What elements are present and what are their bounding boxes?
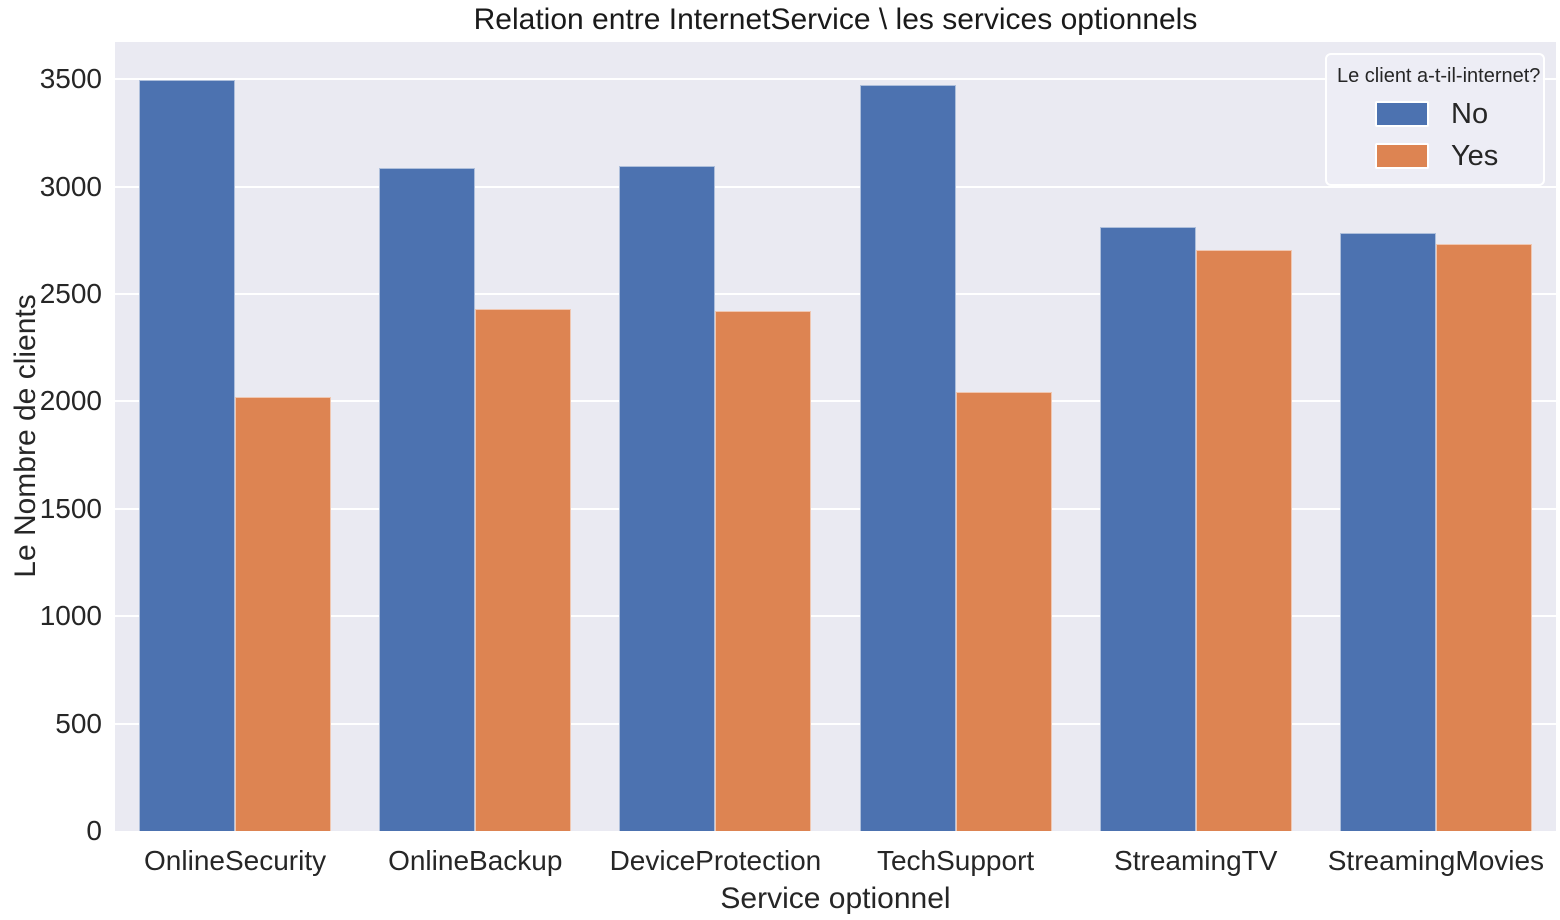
x-tick-OnlineSecurity: OnlineSecurity <box>144 845 327 876</box>
chart-title: Relation entre InternetService \ les ser… <box>473 3 1198 36</box>
bar-yes-TechSupport <box>955 391 1052 831</box>
bar-no-DeviceProtection <box>619 166 716 831</box>
gridline-1500 <box>115 507 1556 510</box>
y-tick-2000: 2000 <box>39 385 102 417</box>
bar-yes-StreamingTV <box>1195 249 1292 831</box>
bar-no-StreamingMovies <box>1339 232 1436 831</box>
bar-yes-DeviceProtection <box>715 310 812 831</box>
y-tick-3500: 3500 <box>39 63 102 95</box>
legend-label-yes: Yes <box>1451 140 1499 172</box>
legend-label-no: No <box>1451 98 1489 130</box>
gridline-2500 <box>115 292 1556 295</box>
gridline-3000 <box>115 185 1556 188</box>
legend-swatch-no <box>1375 101 1429 127</box>
gridline-2000 <box>115 400 1556 403</box>
bar-no-OnlineSecurity <box>139 79 236 831</box>
bar-no-TechSupport <box>859 84 956 831</box>
gridline-500 <box>115 722 1556 725</box>
y-axis-label: Le Nombre de clients <box>9 294 42 578</box>
bar-no-StreamingTV <box>1099 227 1196 831</box>
legend-items: No Yes <box>1337 98 1533 172</box>
bar-no-OnlineBackup <box>379 167 476 831</box>
x-tick-OnlineBackup: OnlineBackup <box>388 845 563 876</box>
y-tick-2500: 2500 <box>39 277 102 309</box>
x-tick-StreamingTV: StreamingTV <box>1114 845 1278 876</box>
gridline-3500 <box>115 78 1556 81</box>
bar-yes-StreamingMovies <box>1435 244 1532 831</box>
x-tick-DeviceProtection: DeviceProtection <box>609 845 822 876</box>
y-tick-500: 500 <box>55 707 102 739</box>
y-tick-1500: 1500 <box>39 492 102 524</box>
legend-row-yes: Yes <box>1375 140 1533 172</box>
y-tick-3000: 3000 <box>39 170 102 202</box>
y-tick-0: 0 <box>86 815 102 846</box>
bar-yes-OnlineBackup <box>475 309 572 831</box>
legend: Le client a-t-il-internet? No Yes <box>1325 53 1545 186</box>
legend-swatch-yes <box>1375 143 1429 169</box>
x-tick-TechSupport: TechSupport <box>876 845 1035 876</box>
x-tick-StreamingMovies: StreamingMovies <box>1327 845 1545 876</box>
gridline-1000 <box>115 615 1556 618</box>
y-tick-1000: 1000 <box>39 600 102 632</box>
bar-yes-OnlineSecurity <box>235 397 332 831</box>
legend-row-no: No <box>1375 98 1533 130</box>
legend-title: Le client a-t-il-internet? <box>1337 65 1541 87</box>
x-axis-label: Service optionnel <box>720 882 951 915</box>
plot-area: Le client a-t-il-internet? No Yes <box>115 42 1556 831</box>
